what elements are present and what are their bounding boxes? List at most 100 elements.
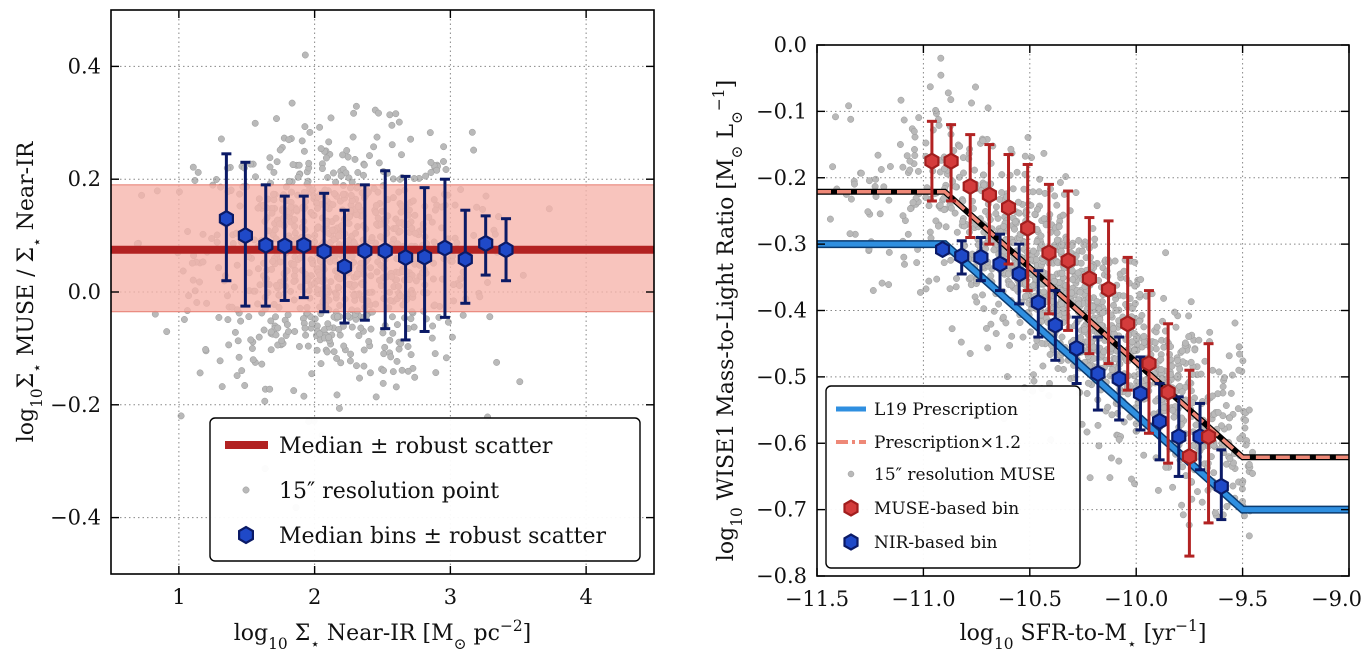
scatter-point <box>903 152 911 160</box>
scatter-point <box>295 161 303 169</box>
scatter-point <box>1078 247 1086 255</box>
scatter-point <box>968 99 975 107</box>
scatter-point <box>1192 421 1200 429</box>
scatter-point <box>1068 242 1076 250</box>
scatter-point <box>375 159 383 167</box>
scatter-point <box>1081 326 1088 334</box>
scatter-point <box>422 172 430 180</box>
scatter-point <box>1108 411 1116 419</box>
x-tick-label: 4 <box>579 585 592 609</box>
scatter-point <box>1162 463 1170 471</box>
scatter-point <box>1138 311 1146 319</box>
muse-bin-marker <box>1041 244 1057 262</box>
scatter-point <box>1131 480 1139 488</box>
scatter-point <box>440 143 448 151</box>
scatter-point <box>1040 288 1048 296</box>
scatter-point <box>404 367 412 375</box>
scatter-point <box>1083 390 1091 397</box>
scatter-point <box>298 137 306 145</box>
scatter-point <box>1091 241 1098 249</box>
x-tick-label: 2 <box>308 585 321 609</box>
scatter-point <box>324 174 332 181</box>
scatter-point <box>956 142 964 150</box>
scatter-point <box>217 135 225 143</box>
scatter-point <box>980 305 988 313</box>
scatter-point <box>373 133 381 141</box>
scatter-point <box>357 324 365 332</box>
scatter-point <box>260 326 268 334</box>
scatter-point <box>992 210 1000 217</box>
scatter-point <box>379 329 387 337</box>
scatter-point <box>237 317 245 325</box>
scatter-point <box>916 288 924 296</box>
scatter-point <box>925 202 933 210</box>
scatter-point <box>1242 416 1250 424</box>
scatter-point <box>1009 185 1017 193</box>
scatter-point <box>1083 428 1091 436</box>
nir-bin-marker <box>1151 412 1168 431</box>
scatter-point <box>1058 241 1066 249</box>
legend-muse-label: MUSE-based bin <box>874 499 1019 519</box>
scatter-point <box>1131 346 1139 354</box>
scatter-point <box>1128 305 1136 313</box>
scatter-point <box>1194 488 1201 496</box>
nir-bin-marker <box>1132 384 1149 403</box>
legend-median-label: Median ± robust scatter <box>279 434 553 459</box>
bin-marker <box>377 242 393 260</box>
scatter-point <box>1242 441 1250 449</box>
scatter-point <box>388 121 396 129</box>
nir-bin-marker <box>1090 364 1106 383</box>
scatter-point <box>212 176 220 183</box>
scatter-point <box>1235 343 1243 351</box>
muse-bin-marker <box>1020 219 1036 237</box>
scatter-point <box>1075 237 1083 244</box>
scatter-point <box>1002 319 1010 327</box>
scatter-point <box>947 256 955 264</box>
scatter-point <box>1236 350 1243 358</box>
scatter-point <box>1160 294 1168 302</box>
y-tick-label: −0.4 <box>50 506 101 530</box>
scatter-point <box>1245 532 1253 540</box>
scatter-point <box>973 298 981 306</box>
scatter-point <box>913 259 921 267</box>
scatter-point <box>1006 341 1014 349</box>
scatter-point <box>189 163 197 171</box>
scatter-point <box>393 357 401 365</box>
scatter-point <box>1140 338 1148 346</box>
scatter-point <box>1120 292 1128 300</box>
y-tick-label: 0.0 <box>774 33 807 57</box>
legend-point-label: 15″ resolution MUSE <box>874 465 1056 485</box>
scatter-point <box>1238 479 1246 487</box>
scatter-point <box>1140 323 1148 331</box>
scatter-point <box>1076 288 1084 296</box>
scatter-point <box>1236 435 1244 443</box>
bin-marker <box>437 239 453 257</box>
scatter-point <box>1169 406 1177 414</box>
scatter-point <box>999 313 1007 321</box>
scatter-point <box>1185 312 1193 320</box>
scatter-point <box>946 285 954 293</box>
legend-muse-swatch <box>843 499 859 517</box>
scatter-point <box>995 300 1003 308</box>
scatter-point <box>305 159 313 167</box>
scatter-point <box>953 275 960 282</box>
y-tick-label: 0.2 <box>68 167 101 191</box>
scatter-point <box>428 334 436 342</box>
scatter-point <box>1046 351 1054 358</box>
scatter-point <box>241 382 249 389</box>
legend-nir-label: NIR-based bin <box>874 533 998 553</box>
scatter-point <box>1226 455 1234 462</box>
scatter-point <box>1187 298 1195 306</box>
scatter-point <box>1057 247 1065 255</box>
scatter-point <box>1234 405 1242 413</box>
scatter-point <box>288 99 296 107</box>
scatter-point <box>1096 316 1104 324</box>
scatter-point <box>1160 404 1168 412</box>
scatter-point <box>897 96 905 104</box>
scatter-point <box>180 316 188 323</box>
scatter-point <box>238 367 246 375</box>
scatter-point <box>267 346 275 354</box>
scatter-point <box>318 165 326 173</box>
scatter-point <box>1197 370 1205 378</box>
scatter-point <box>301 324 309 332</box>
